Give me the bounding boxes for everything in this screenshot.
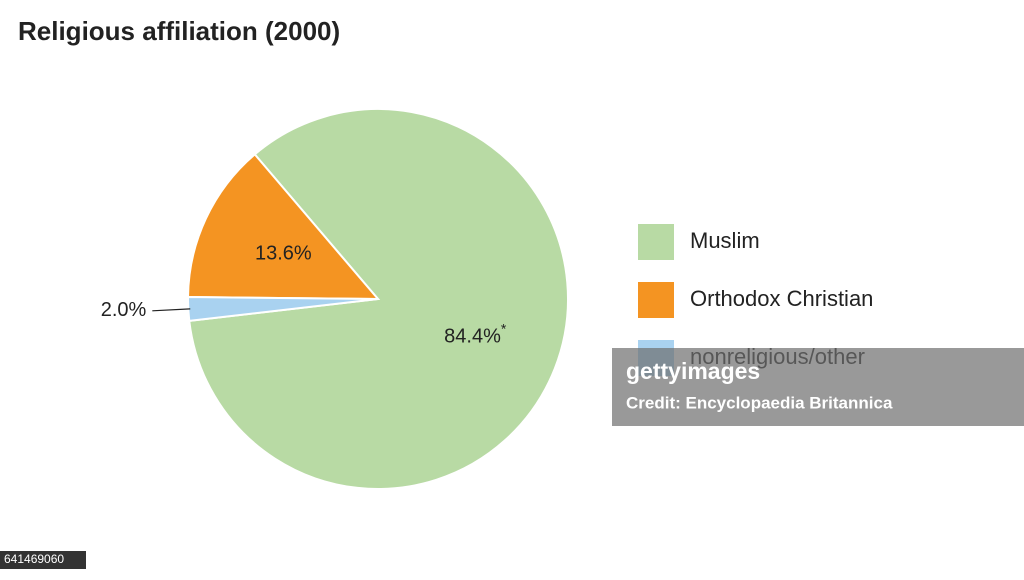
watermark-credit: Credit: Encyclopaedia Britannica <box>626 393 893 412</box>
legend-label: Muslim <box>690 228 760 253</box>
data-label-value: 84.4% <box>444 326 501 348</box>
data-label: 13.6% <box>255 243 312 265</box>
image-id: 641469060 <box>4 552 64 566</box>
image-id-box <box>0 551 86 569</box>
data-label: 84.4%* <box>444 320 507 348</box>
legend-swatch <box>638 224 674 260</box>
legend-label: Orthodox Christian <box>690 286 873 311</box>
data-label: 2.0% <box>101 299 147 321</box>
legend-swatch <box>638 282 674 318</box>
watermark-brand: gettyimages <box>626 358 760 384</box>
data-label-value: 13.6% <box>255 243 312 265</box>
leader-line <box>152 308 191 312</box>
chart-title: Religious affiliation (2000) <box>18 16 340 46</box>
pie-slice <box>186 152 381 301</box>
watermark-band <box>612 348 1024 426</box>
annotation: * <box>501 320 507 336</box>
